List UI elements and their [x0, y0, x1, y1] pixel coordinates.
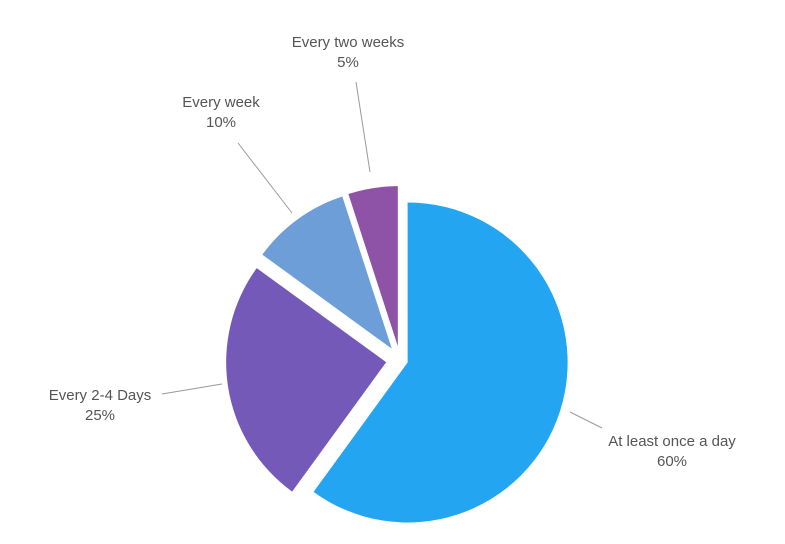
slice-value-at-least-once-a-day: 60%: [657, 453, 687, 470]
pie-slice-at-least-once-a-day: [313, 202, 568, 523]
slice-value-every-week: 10%: [206, 114, 236, 131]
pie-slice-every-2-4-days: [226, 268, 387, 492]
pie-slice-every-two-weeks: [348, 186, 398, 347]
leader-line-every-2-4-days: [161, 383, 223, 395]
slice-label-every-2-4-days: Every 2-4 Days: [49, 387, 152, 404]
slice-label-at-least-once-a-day: At least once a day: [608, 433, 736, 450]
slice-label-every-week: Every week: [182, 94, 260, 111]
leader-line-at-least-once-a-day: [569, 411, 603, 429]
slice-label-every-two-weeks: Every two weeks: [292, 34, 405, 51]
leader-line-every-week: [237, 142, 293, 214]
leader-line-every-two-weeks: [355, 81, 371, 173]
pie-slice-every-week: [262, 196, 392, 349]
slice-value-every-2-4-days: 25%: [85, 407, 115, 424]
slice-value-every-two-weeks: 5%: [337, 54, 359, 71]
